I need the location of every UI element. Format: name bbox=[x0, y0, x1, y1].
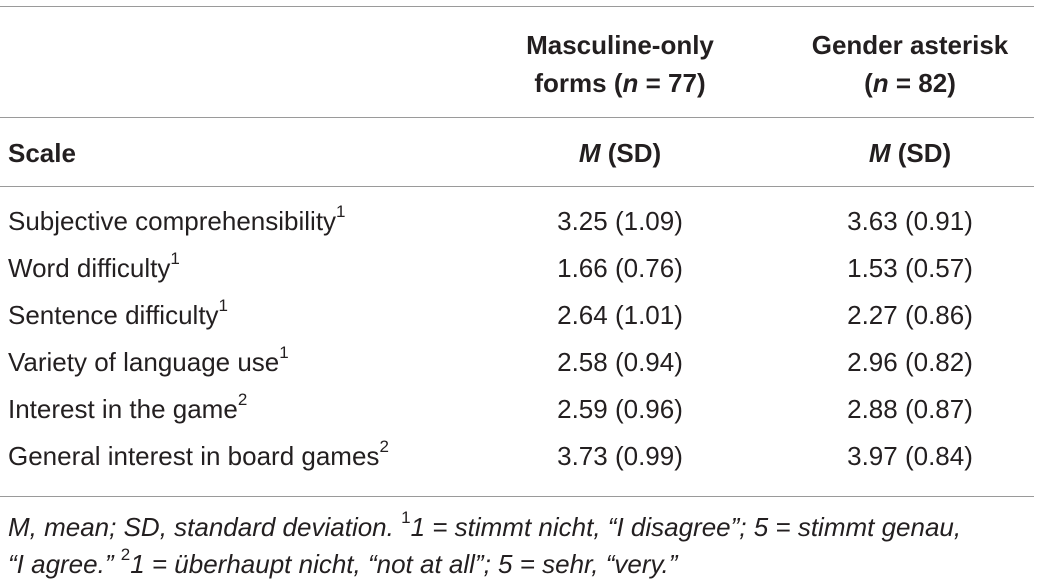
table-row: Sentence difficulty1 2.64 (1.01) 2.27 (0… bbox=[0, 292, 1040, 339]
asterisk-value: 2.88 (0.87) bbox=[847, 394, 973, 424]
stat-header-masculine-sd: (SD) bbox=[600, 138, 662, 168]
footnote-line-2: “I agree.” 21 = überhaupt nicht, “not at… bbox=[8, 546, 1038, 583]
column-header-masculine-only: Masculine-only forms (n = 77) bbox=[460, 26, 780, 102]
column-header-asterisk-line1: Gender asterisk bbox=[811, 30, 1009, 60]
footnote-mark-2: 2 bbox=[120, 545, 131, 565]
column-header-masculine-line1: Masculine-only bbox=[526, 30, 714, 60]
table-body: Subjective comprehensibility1 3.25 (1.09… bbox=[0, 198, 1040, 480]
stat-header-asterisk-sd: (SD) bbox=[890, 138, 952, 168]
masculine-value: 2.58 (0.94) bbox=[557, 347, 683, 377]
row-label: Subjective comprehensibility1 bbox=[8, 198, 346, 245]
table-footnote: M, mean; SD, standard deviation. 11 = st… bbox=[8, 509, 1038, 583]
asterisk-value: 3.97 (0.84) bbox=[847, 441, 973, 471]
row-label-footnote-mark: 2 bbox=[379, 437, 389, 457]
row-label-text: General interest in board games bbox=[8, 441, 380, 471]
asterisk-value: 2.27 (0.86) bbox=[847, 300, 973, 330]
table-bottom-rule bbox=[0, 496, 1034, 497]
column-header-gender-asterisk: Gender asterisk (n = 82) bbox=[780, 26, 1040, 102]
row-label-text: Subjective comprehensibility bbox=[8, 206, 337, 236]
row-label: Interest in the game2 bbox=[8, 386, 247, 433]
footnote-scale-2-text: 1 = überhaupt nicht, “not at all”; 5 = s… bbox=[130, 549, 678, 579]
column-header-masculine-line2: forms (n = 77) bbox=[460, 64, 780, 102]
row-label: Variety of language use1 bbox=[8, 339, 289, 386]
stat-header-masculine-m: M bbox=[578, 138, 601, 168]
row-label-footnote-mark: 1 bbox=[336, 202, 346, 222]
column-header-masculine-n: n bbox=[622, 68, 639, 98]
subheader-rule bbox=[0, 186, 1034, 187]
masculine-value: 3.73 (0.99) bbox=[557, 441, 683, 471]
row-label-footnote-mark: 1 bbox=[218, 296, 229, 316]
footnote-mark-1: 1 bbox=[401, 508, 411, 528]
footnote-scale-1-end: “I agree.” bbox=[8, 549, 121, 579]
row-label-footnote-mark: 2 bbox=[237, 390, 248, 410]
table-row: Word difficulty1 1.66 (0.76) 1.53 (0.57) bbox=[0, 245, 1040, 292]
asterisk-value: 1.53 (0.57) bbox=[847, 253, 973, 283]
masculine-value: 2.64 (1.01) bbox=[557, 300, 683, 330]
asterisk-value: 2.96 (0.82) bbox=[847, 347, 973, 377]
table-top-rule bbox=[0, 6, 1034, 7]
asterisk-value: 3.63 (0.91) bbox=[847, 206, 973, 236]
column-header-asterisk-n: n bbox=[872, 68, 889, 98]
row-label-text: Variety of language use bbox=[8, 347, 280, 377]
masculine-value: 1.66 (0.76) bbox=[557, 253, 683, 283]
row-label: General interest in board games2 bbox=[8, 433, 389, 480]
header-rule bbox=[0, 117, 1034, 118]
column-header-asterisk-line2: (n = 82) bbox=[780, 64, 1040, 102]
row-label: Sentence difficulty1 bbox=[8, 292, 228, 339]
table-row: Variety of language use1 2.58 (0.94) 2.9… bbox=[0, 339, 1040, 386]
stat-header-masculine: M (SD) bbox=[460, 134, 780, 172]
stat-header-asterisk: M (SD) bbox=[780, 134, 1040, 172]
masculine-value: 2.59 (0.96) bbox=[557, 394, 683, 424]
scale-column-header: Scale bbox=[8, 138, 76, 168]
table-row: Interest in the game2 2.59 (0.96) 2.88 (… bbox=[0, 386, 1040, 433]
table-row: General interest in board games2 3.73 (0… bbox=[0, 433, 1040, 480]
row-label-text: Interest in the game bbox=[8, 394, 238, 424]
footnote-abbreviations: M, mean; SD, standard deviation. bbox=[8, 512, 402, 542]
column-header-masculine-pre: forms ( bbox=[534, 68, 623, 98]
masculine-value: 3.25 (1.09) bbox=[557, 206, 683, 236]
column-header-asterisk-pre: ( bbox=[864, 68, 873, 98]
row-label-text: Word difficulty bbox=[8, 253, 171, 283]
column-header-masculine-post: = 77) bbox=[638, 68, 706, 98]
row-label-text: Sentence difficulty bbox=[8, 300, 219, 330]
row-label-footnote-mark: 1 bbox=[279, 343, 289, 363]
footnote-scale-1-text: 1 = stimmt nicht, “I disagree”; 5 = stim… bbox=[410, 512, 962, 542]
row-label-footnote-mark: 1 bbox=[170, 249, 180, 269]
column-header-asterisk-post: = 82) bbox=[888, 68, 956, 98]
row-label: Word difficulty1 bbox=[8, 245, 180, 292]
table-row: Subjective comprehensibility1 3.25 (1.09… bbox=[0, 198, 1040, 245]
stat-header-asterisk-m: M bbox=[868, 138, 891, 168]
footnote-line-1: M, mean; SD, standard deviation. 11 = st… bbox=[8, 509, 1038, 546]
